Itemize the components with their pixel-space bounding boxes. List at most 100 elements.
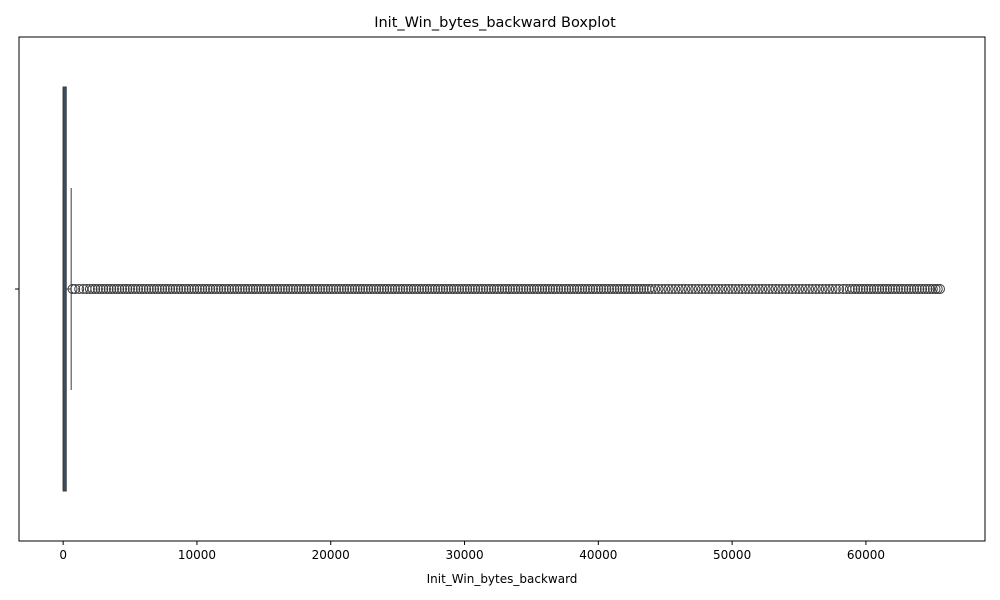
outlier-point [922, 284, 933, 294]
outlier-point [264, 284, 275, 294]
outlier-point [459, 284, 470, 294]
outlier-point [919, 284, 930, 294]
outlier-point [523, 284, 534, 294]
outlier-point [130, 284, 141, 294]
outlier-point [895, 284, 906, 294]
outlier-point [237, 284, 248, 294]
outlier-point [149, 284, 160, 294]
outlier-point [355, 284, 366, 294]
outlier-point [850, 284, 861, 294]
outlier-point [298, 284, 309, 294]
outlier-point [497, 284, 507, 294]
outlier-point [860, 284, 871, 294]
outlier-point [397, 284, 408, 294]
outlier-point [296, 284, 307, 294]
outlier-point [181, 284, 192, 294]
outlier-point [357, 284, 368, 294]
outlier-point [352, 284, 363, 294]
outlier-point [753, 284, 764, 294]
x-tick-label: 60000 [847, 548, 885, 562]
outlier-point [344, 284, 355, 294]
outlier-point [757, 284, 768, 294]
outlier-point [743, 284, 754, 294]
outlier-point [202, 284, 213, 294]
outlier-point [587, 284, 598, 294]
x-tick-label: 20000 [312, 548, 350, 562]
outlier-point [713, 284, 724, 294]
outlier-point [363, 284, 374, 294]
x-axis-label: Init_Win_bytes_backward [427, 572, 578, 586]
outlier-point [194, 284, 205, 294]
outlier-point [763, 284, 774, 294]
outlier-point [569, 284, 580, 294]
outlier-point [138, 284, 149, 294]
outlier-point [475, 284, 486, 294]
outlier-point [531, 284, 542, 294]
outlier-point [727, 284, 738, 294]
outlier-point [360, 284, 371, 294]
outlier-point [427, 284, 438, 294]
outlier-point [205, 284, 216, 294]
outlier-point [470, 284, 481, 294]
x-tick-label: 40000 [579, 548, 617, 562]
outlier-point [507, 284, 518, 294]
outlier-point [451, 284, 462, 294]
outlier-point [636, 284, 647, 294]
outlier-point [925, 284, 936, 294]
outlier-point [408, 284, 419, 294]
outlier-point [628, 284, 639, 294]
outlier-point [389, 284, 400, 294]
outlier-point [561, 284, 572, 294]
outlier-point [545, 284, 556, 294]
outlier-point [135, 284, 146, 294]
outlier-point [339, 284, 350, 294]
outlier-point [443, 284, 454, 294]
outlier-point [844, 284, 855, 294]
outlier-point [817, 284, 828, 294]
outlier-point [127, 284, 138, 294]
outlier-point [703, 284, 714, 294]
outlier-point [601, 284, 612, 294]
outlier-point [253, 284, 264, 294]
outlier-point [430, 284, 441, 294]
outlier-point [438, 284, 449, 294]
outlier-point [911, 284, 922, 294]
outlier-point [767, 284, 778, 294]
outlier-point [574, 284, 585, 294]
outlier-point [117, 284, 128, 294]
outlier-point [272, 284, 283, 294]
outlier-point [432, 284, 443, 294]
outlier-point [454, 284, 465, 294]
outlier-point [697, 284, 708, 294]
outlier-point [229, 284, 240, 294]
outlier-point [510, 284, 521, 294]
outlier-point [379, 284, 390, 294]
outlier-point [288, 284, 299, 294]
outlier-point [301, 284, 312, 294]
outlier-point [234, 284, 245, 294]
outlier-point [505, 284, 516, 294]
outlier-point [686, 284, 697, 294]
outlier-point [787, 284, 798, 294]
outlier-point [868, 284, 879, 294]
outlier-point [224, 284, 235, 294]
outlier-point [250, 284, 261, 294]
outlier-point [108, 284, 119, 294]
outlier-point [890, 284, 901, 294]
outlier-point [165, 284, 176, 294]
x-tick-label: 0 [59, 548, 67, 562]
outlier-point [167, 284, 178, 294]
outlier-point [529, 284, 540, 294]
outlier-point [146, 284, 157, 294]
outlier-point [349, 284, 360, 294]
outlier-point [103, 284, 114, 294]
outlier-point [333, 284, 344, 294]
outlier-point [680, 284, 691, 294]
outlier-point [887, 284, 898, 294]
outlier-point [199, 284, 210, 294]
outlier-point [210, 284, 221, 294]
outlier-point [515, 284, 526, 294]
outlier-point [216, 284, 227, 294]
outlier-point [183, 284, 194, 294]
outlier-point [111, 284, 122, 294]
